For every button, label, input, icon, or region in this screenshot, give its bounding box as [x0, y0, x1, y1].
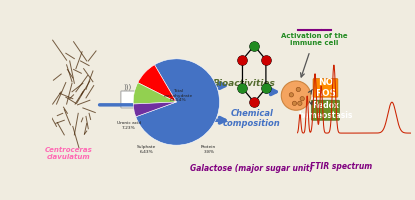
Text: Centroceras
clavulatum: Centroceras clavulatum — [45, 147, 93, 160]
Circle shape — [298, 101, 302, 105]
Text: Bioactivities: Bioactivities — [212, 79, 276, 88]
Text: Chemical
composition: Chemical composition — [223, 109, 281, 128]
Text: Sulphate
6.43%: Sulphate 6.43% — [137, 145, 156, 154]
Text: Redox
homeostasis: Redox homeostasis — [298, 101, 353, 120]
Wedge shape — [133, 102, 176, 117]
Text: Activation of the
immune cell: Activation of the immune cell — [281, 33, 347, 46]
FancyBboxPatch shape — [121, 91, 135, 108]
Circle shape — [300, 97, 304, 101]
FancyBboxPatch shape — [313, 79, 338, 97]
Circle shape — [292, 101, 297, 105]
Wedge shape — [136, 59, 220, 145]
Wedge shape — [133, 83, 176, 104]
Text: Protein
3.8%: Protein 3.8% — [201, 145, 216, 154]
Text: Total
carbohydrate
61.54%: Total carbohydrate 61.54% — [164, 89, 193, 102]
Text: Uronic acid
7.23%: Uronic acid 7.23% — [117, 121, 141, 130]
Text: NO
ROS: NO ROS — [315, 78, 336, 98]
Text: FTIR spectrum: FTIR spectrum — [310, 162, 372, 171]
Circle shape — [281, 81, 311, 110]
Circle shape — [289, 93, 293, 97]
Circle shape — [296, 87, 300, 92]
FancyBboxPatch shape — [312, 100, 339, 120]
Text: Sulfated
Polysaccharides: Sulfated Polysaccharides — [134, 95, 203, 114]
Text: ))): ))) — [124, 84, 132, 90]
Wedge shape — [138, 65, 176, 102]
Text: Galactose (major sugar unit): Galactose (major sugar unit) — [190, 164, 313, 173]
